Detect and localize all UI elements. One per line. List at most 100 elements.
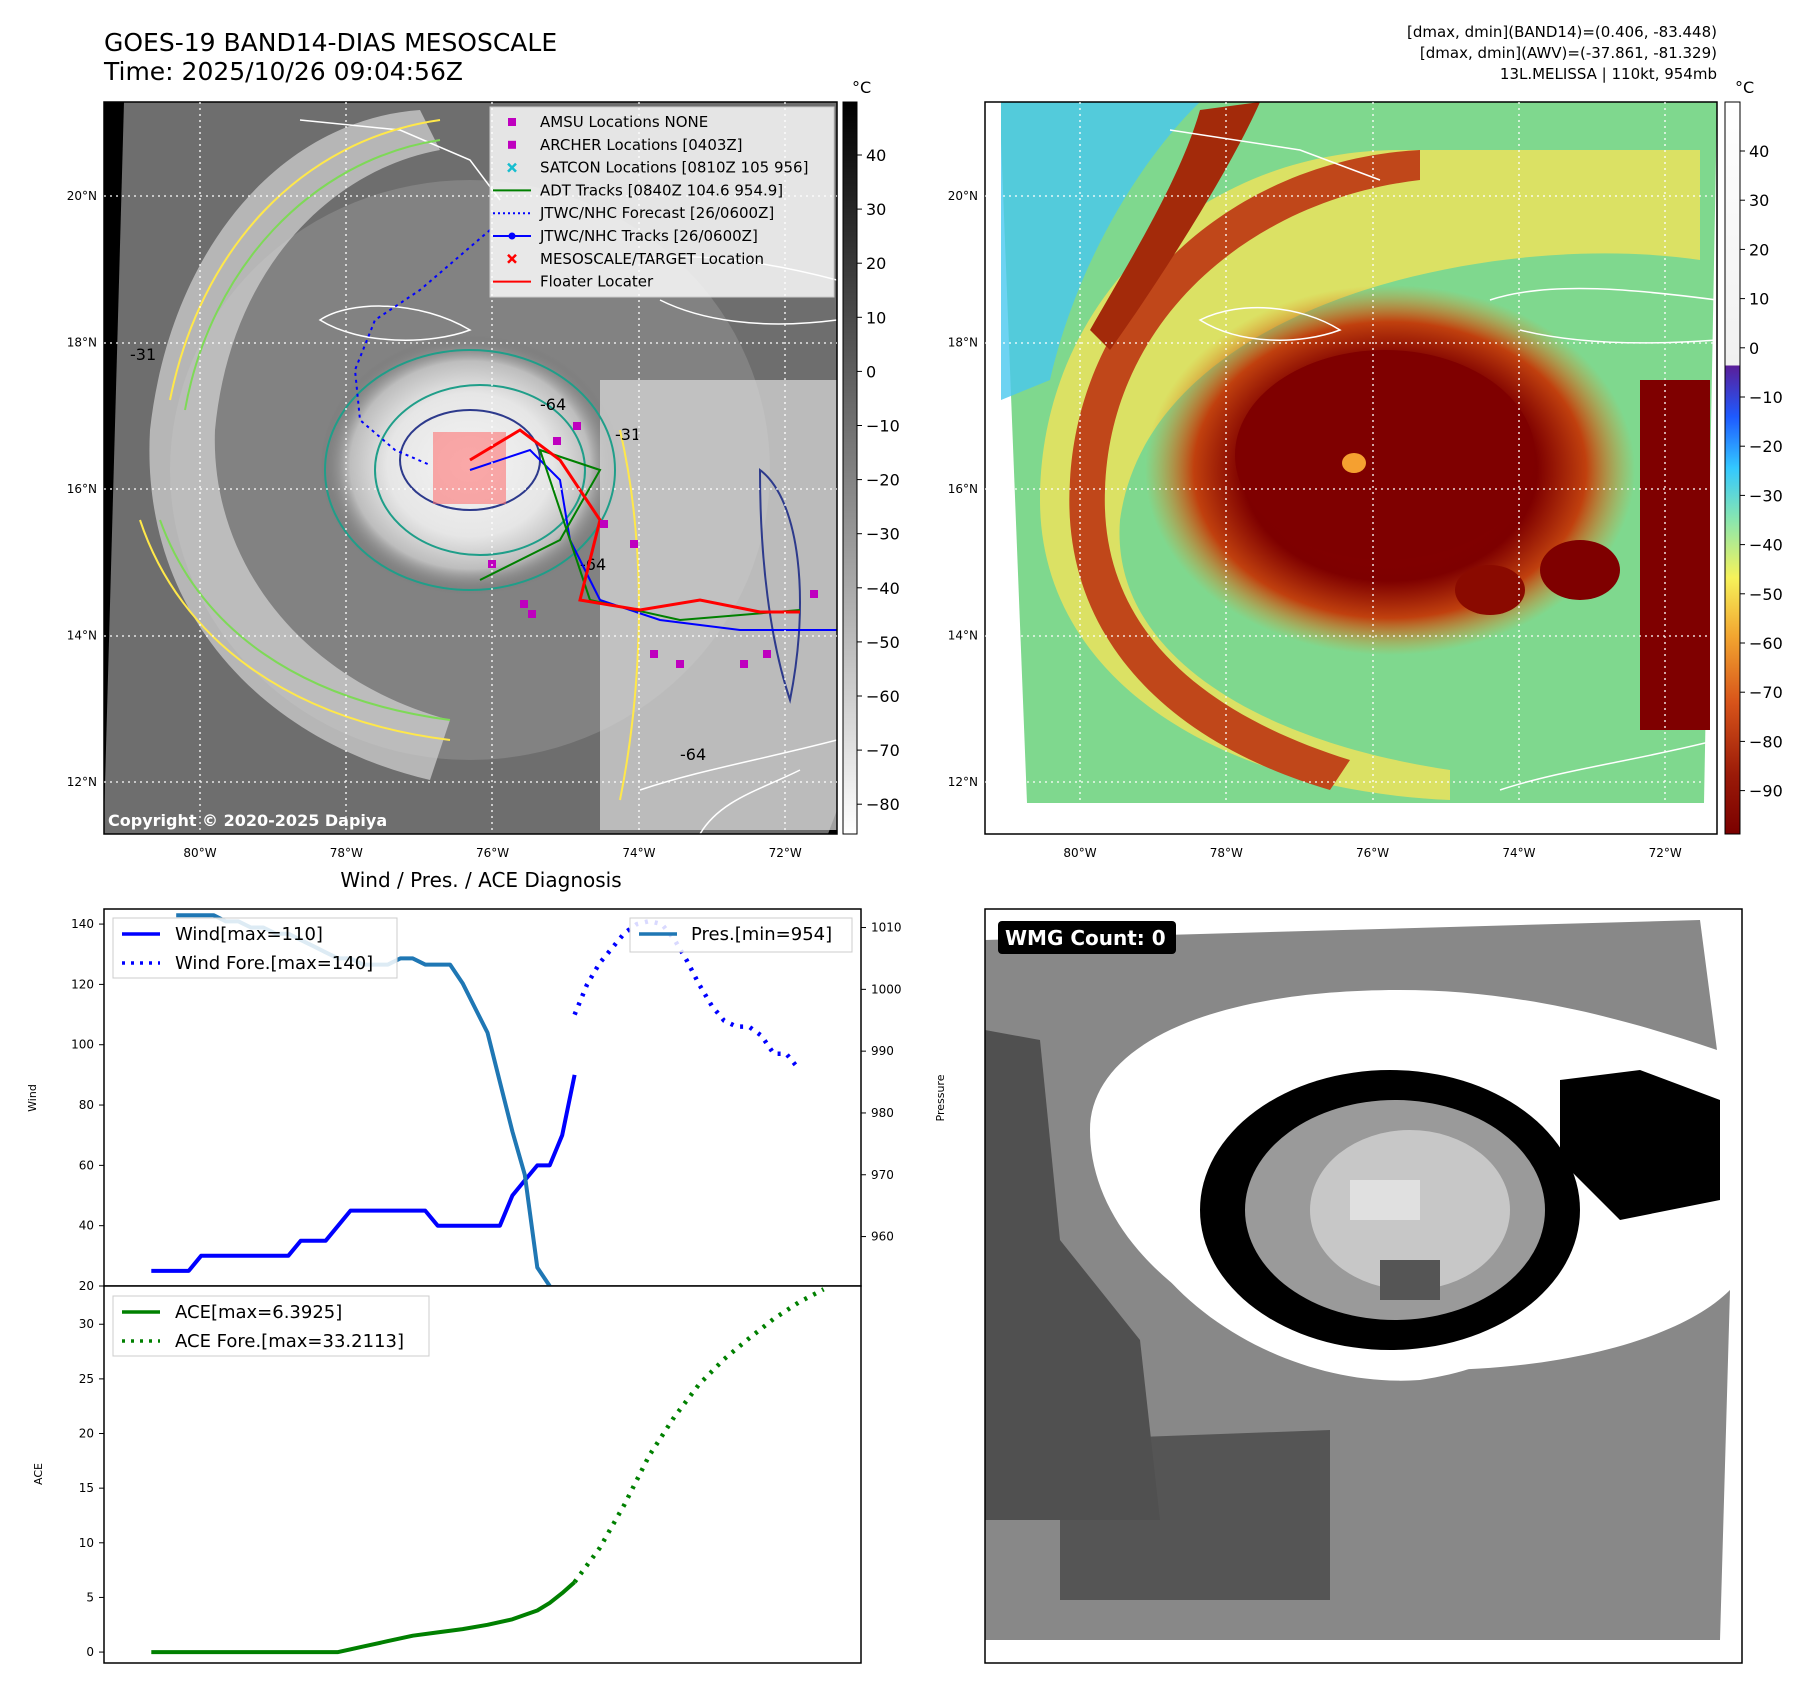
wind-ylabel: Wind [26, 1084, 39, 1112]
wind-legend-wind-fore: Wind Fore.[max=140] [175, 953, 373, 974]
ir-legend-marker-0 [508, 118, 516, 126]
ace-ytick-0: 0 [86, 1645, 94, 1659]
awv-east-cold [1640, 380, 1710, 730]
awv-lat-2: 16°N [948, 482, 978, 496]
ir-legend-label-0: AMSU Locations NONE [540, 113, 708, 131]
wind-ytick-1: 40 [79, 1219, 94, 1233]
ir-contour-label-3: -64 [680, 745, 706, 764]
wind-legend-box [112, 917, 398, 979]
ir-target-box [433, 432, 506, 504]
ir-map-frame [103, 101, 838, 835]
wind-ytick-right-5: 1010 [871, 921, 902, 935]
awv-cb-tick-label-2: 20 [1749, 240, 1769, 259]
awv-coastline-colombia [1499, 739, 1717, 791]
awv-lon-labels: 80°W 78°W 76°W 74°W 72°W [1063, 846, 1681, 860]
wmg-badge: WMG Count: 0 [1005, 926, 1166, 950]
ir-lat-labels: 20°N 18°N 16°N 14°N 12°N [67, 189, 97, 789]
ir-cb-tick-label-2: 20 [866, 254, 886, 273]
awv-cb-tick-label-13: −90 [1749, 782, 1783, 801]
awv-info-line1: [dmax, dmin](BAND14)=(0.406, -83.448) [1407, 23, 1717, 41]
awv-cb-tick-label-11: −70 [1749, 683, 1783, 702]
awv-lon-2: 76°W [1356, 846, 1389, 860]
awv-cb-tick-label-0: 40 [1749, 142, 1769, 161]
ace-ytick-3: 15 [79, 1481, 94, 1495]
ir-lon-labels: 80°W 78°W 76°W 74°W 72°W [183, 846, 801, 860]
ir-nhc-track [469, 448, 837, 631]
ace-legend-ace-fore: ACE Fore.[max=33.2113] [175, 1331, 404, 1352]
ace-legend: ACE[max=6.3925] ACE Fore.[max=33.2113] [112, 1295, 430, 1357]
awv-convective-cell-2 [1455, 565, 1525, 615]
wmg-dark-west [985, 1030, 1160, 1520]
ir-colorbar [842, 101, 858, 835]
awv-colorbar-unit: °C [1735, 78, 1754, 97]
wind-ytick-right-0: 960 [871, 1230, 894, 1244]
ir-legend-label-2: SATCON Locations [0810Z 105 956] [540, 159, 808, 177]
wmg-eye-dark [1380, 1260, 1440, 1300]
awv-lon-1: 78°W [1210, 846, 1243, 860]
wmg-black-ne [1560, 1070, 1720, 1220]
ir-contour-label-2: -64 [540, 395, 566, 414]
wmg-panel [985, 909, 1742, 1663]
ir-legend-marker-2 [507, 162, 517, 173]
awv-cb-tick-label-12: −80 [1749, 732, 1783, 751]
awv-lat-4: 12°N [948, 775, 978, 789]
ir-cb-tick-label-10: −60 [866, 687, 900, 706]
ir-coastline-cuba [299, 119, 501, 201]
ir-cb-tick-label-8: −40 [866, 579, 900, 598]
wind-ytick-4: 100 [71, 1038, 94, 1052]
awv-info-line3: 13L.MELISSA | 110kt, 954mb [1500, 65, 1717, 83]
ir-contour-label-4: -31 [130, 345, 156, 364]
ir-colorbar-unit: °C [852, 78, 871, 97]
ace-ylabel: ACE [32, 1463, 45, 1485]
wmg-eye-light [1350, 1180, 1420, 1220]
ir-floater-track [469, 428, 800, 614]
ir-legend-marker-6 [507, 253, 517, 264]
ir-legend-label-7: Floater Locater [540, 273, 654, 291]
ace-ytick-2: 10 [79, 1536, 94, 1550]
wind-ytick-right-4: 1000 [871, 982, 902, 996]
awv-lat-3: 14°N [948, 629, 978, 643]
awv-cyan-region [1001, 102, 1200, 400]
wind-series-1 [572, 918, 801, 1071]
awv-yellow-band [1040, 150, 1700, 800]
ir-cb-tick-label-1: 30 [866, 200, 886, 219]
wind-series-0 [151, 1074, 577, 1273]
ir-contour-label-5: -64 [580, 555, 606, 574]
ir-contour-yellow [139, 119, 640, 801]
ir-contour-teal-inner [374, 384, 586, 556]
ir-legend: AMSU Locations NONE ARCHER Locations [040… [489, 106, 835, 298]
awv-north-band [1090, 102, 1260, 350]
wind-ytick-2: 60 [79, 1158, 94, 1172]
awv-cb-tick-label-8: −40 [1749, 536, 1783, 555]
ir-legend-label-1: ARCHER Locations [0403Z] [540, 136, 743, 154]
ir-legend-marker-5 [493, 232, 531, 240]
ir-cb-tick-label-9: −50 [866, 633, 900, 652]
ir-legend-label-3: ADT Tracks [0840Z 104.6 954.9] [540, 181, 783, 199]
wind-legend-wind: Wind[max=110] [175, 924, 323, 945]
ir-cb-tick-label-4: 0 [866, 362, 876, 381]
awv-cdo [1235, 350, 1535, 560]
ir-legend-label-4: JTWC/NHC Forecast [26/0600Z] [539, 204, 774, 222]
ir-lat-3: 14°N [67, 629, 97, 643]
awv-outer-rainband [1069, 150, 1420, 790]
awv-lon-3: 74°W [1502, 846, 1535, 860]
awv-lat-1: 18°N [948, 336, 978, 350]
ir-lon-2: 76°W [476, 846, 509, 860]
ir-legend-box [489, 106, 835, 298]
wmg-badge-bg [998, 921, 1176, 954]
ace-legend-ace: ACE[max=6.3925] [175, 1302, 342, 1323]
ir-contour-navy-east [758, 467, 801, 704]
ir-lon-3: 74°W [622, 846, 655, 860]
ir-lat-0: 20°N [67, 189, 97, 203]
awv-coastline-cuba [1169, 129, 1381, 181]
ir-adt-track [479, 448, 801, 622]
wind-ytick-0: 20 [79, 1279, 94, 1293]
diagnosis-title: Wind / Pres. / ACE Diagnosis [340, 868, 621, 892]
ace-ytick-6: 30 [79, 1317, 94, 1331]
ir-copyright: Copyright © 2020-2025 Dapiya [108, 811, 387, 830]
awv-cb-tick-label-5: −10 [1749, 388, 1783, 407]
awv-cb-tick-label-4: 0 [1749, 339, 1759, 358]
ace-ytick-1: 5 [86, 1590, 94, 1604]
ir-lon-4: 72°W [769, 846, 802, 860]
